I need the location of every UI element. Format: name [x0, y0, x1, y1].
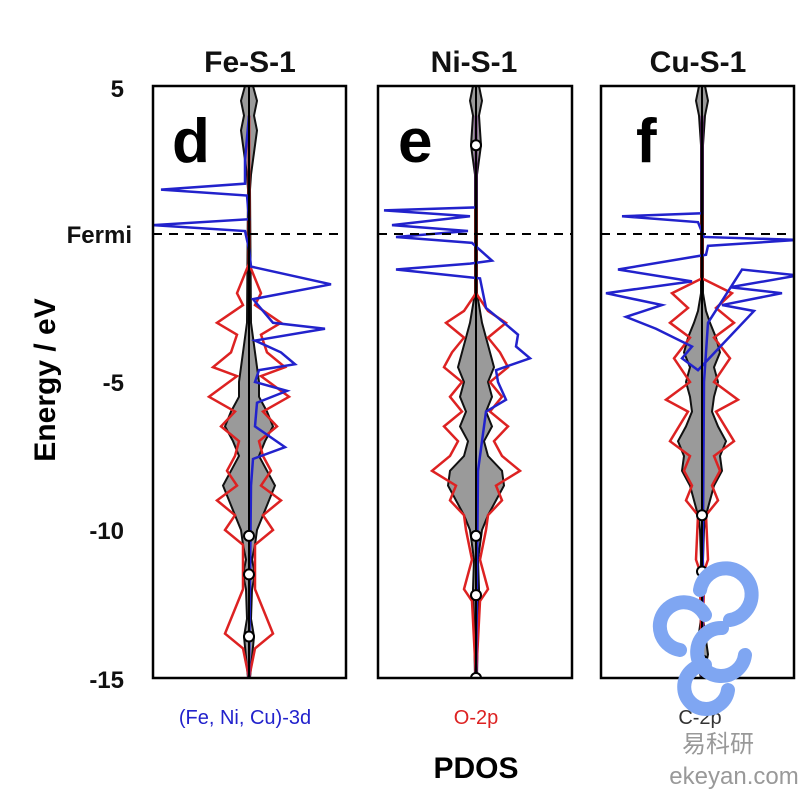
- x-axis-label: PDOS: [433, 752, 518, 785]
- o2p-series-line-right: [474, 115, 523, 678]
- o2p-series-line-left: [206, 115, 251, 678]
- panel-fe-s-1: [151, 84, 348, 680]
- legend-o2p-label: O-2p: [454, 707, 498, 729]
- c2p-marker: [243, 630, 255, 643]
- c2p-marker: [470, 589, 482, 602]
- y-tick-label-5: 5: [111, 76, 124, 103]
- panel-frame: [376, 84, 574, 680]
- panel-title-fe: Fe-S-1: [204, 46, 296, 79]
- panel-frame: [599, 84, 796, 680]
- c2p-marker: [243, 568, 255, 581]
- panel-title-cu: Cu-S-1: [650, 46, 747, 79]
- c2p-marker: [470, 139, 482, 152]
- o2p-series-line-left: [429, 115, 478, 678]
- panel-frame: [151, 84, 348, 680]
- d3-series-line: [383, 115, 533, 678]
- y-tick-label-minus15: -15: [89, 667, 124, 694]
- panel-cu-s-1: [599, 84, 796, 680]
- panel-title-ni: Ni-S-1: [431, 46, 518, 79]
- panel-plot-area: [153, 86, 332, 678]
- y-tick-label-minus5: -5: [103, 370, 124, 397]
- d3-series-line: [153, 115, 332, 678]
- d3-series-line: [605, 115, 794, 678]
- y-axis-label: Energy / eV: [29, 298, 62, 461]
- panel-letter-e: e: [398, 107, 432, 176]
- watermark-brand: 易科研: [682, 731, 754, 758]
- watermark-logo: [652, 561, 759, 716]
- c2p-marker: [470, 529, 482, 542]
- c2p-marker: [243, 529, 255, 542]
- fermi-label: Fermi: [67, 222, 132, 249]
- panel-ni-s-1: [376, 84, 574, 680]
- panel-letter-f: f: [636, 107, 657, 176]
- panel-letter-d: d: [172, 107, 210, 176]
- watermark-url: ekeyan.com: [669, 763, 798, 790]
- legend-3d-label: (Fe, Ni, Cu)-3d: [179, 707, 311, 729]
- panel-plot-area: [383, 86, 533, 678]
- c2p-marker: [696, 509, 708, 522]
- y-tick-label-minus10: -10: [89, 518, 124, 545]
